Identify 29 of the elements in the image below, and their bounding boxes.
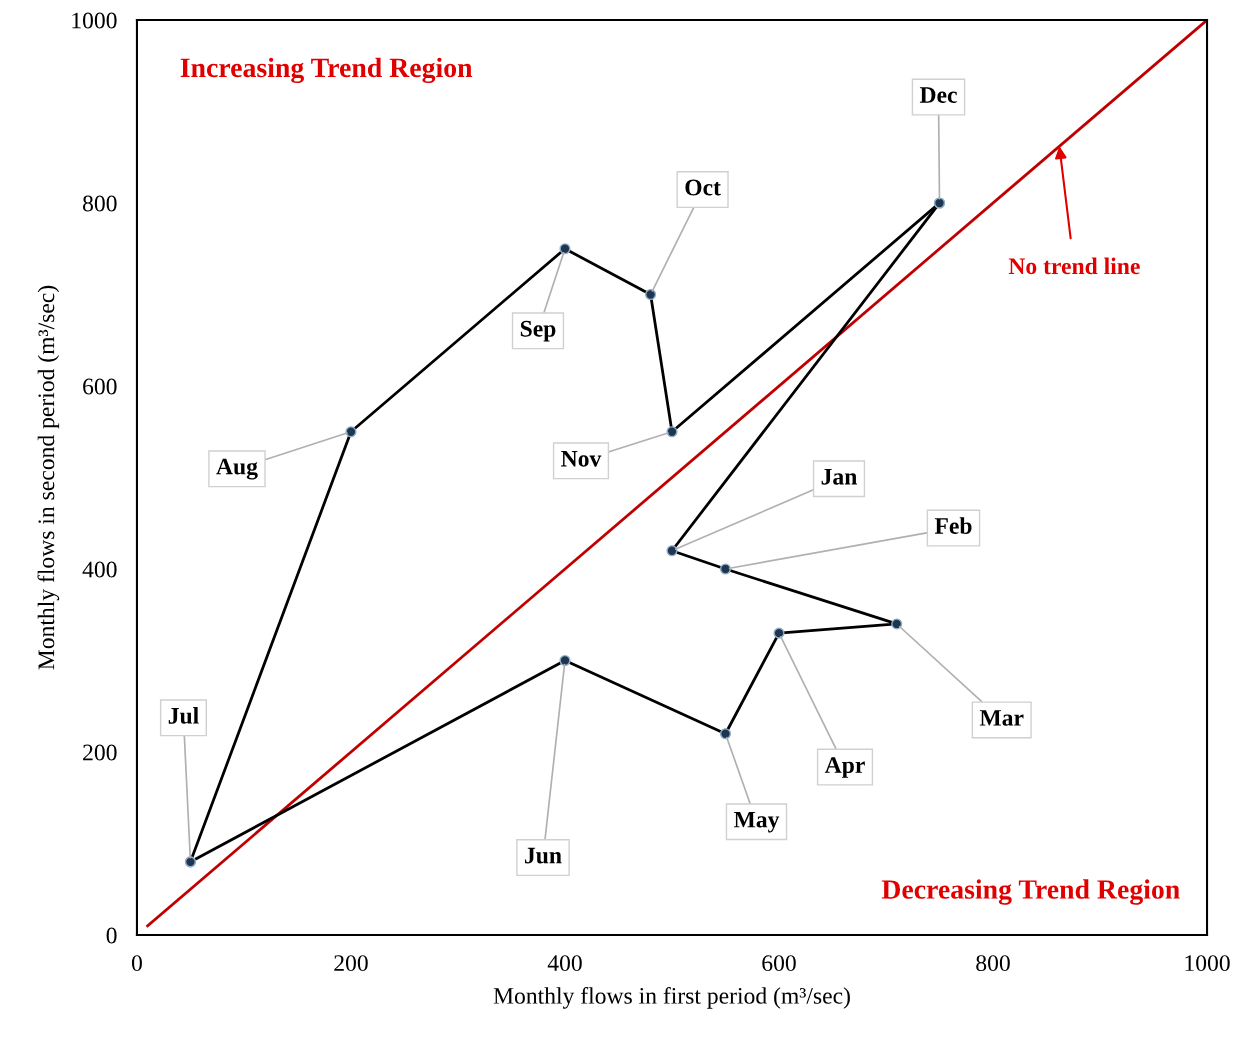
x-tick-label: 400 <box>547 955 582 972</box>
annotation: Jun <box>525 847 562 864</box>
y-tick-label: 600 <box>83 378 117 395</box>
y-tick-label: 0 <box>106 927 117 944</box>
annotation: May <box>733 811 780 833</box>
x-tick-label: 200 <box>334 955 368 972</box>
annotation: No trend line <box>1008 257 1140 275</box>
y-tick-label: 400 <box>82 561 117 578</box>
x-tick-label: 600 <box>762 955 796 972</box>
annotation: Apr <box>824 757 865 778</box>
y-tick-label: 1000 <box>72 12 117 29</box>
x-tick-label: 1000 <box>1185 955 1230 972</box>
annotation: Decreasing Trend Region <box>881 879 1180 905</box>
x-tick-label: 800 <box>976 955 1010 972</box>
y-tick-label: 800 <box>82 195 117 212</box>
y-tick-label: 200 <box>83 744 117 761</box>
annotation: Nov <box>561 451 602 467</box>
annotation: Oct <box>685 179 721 196</box>
x-tick-label: 0 <box>131 955 142 972</box>
annotation: Increasing Trend Region <box>180 57 473 84</box>
annotation: Sep <box>520 320 556 342</box>
annotation: Mar <box>979 710 1024 726</box>
annotation: Aug <box>216 458 258 480</box>
x-axis-title: Monthly flows in first period (m³/sec) <box>493 987 850 1009</box>
y-axis-title: Monthly flows in second period (m³/sec) <box>37 285 60 670</box>
annotation: Dec <box>919 87 957 103</box>
annotation: Jan <box>821 468 858 485</box>
annotation: Feb <box>934 517 972 534</box>
annotation: Jul <box>168 707 199 724</box>
